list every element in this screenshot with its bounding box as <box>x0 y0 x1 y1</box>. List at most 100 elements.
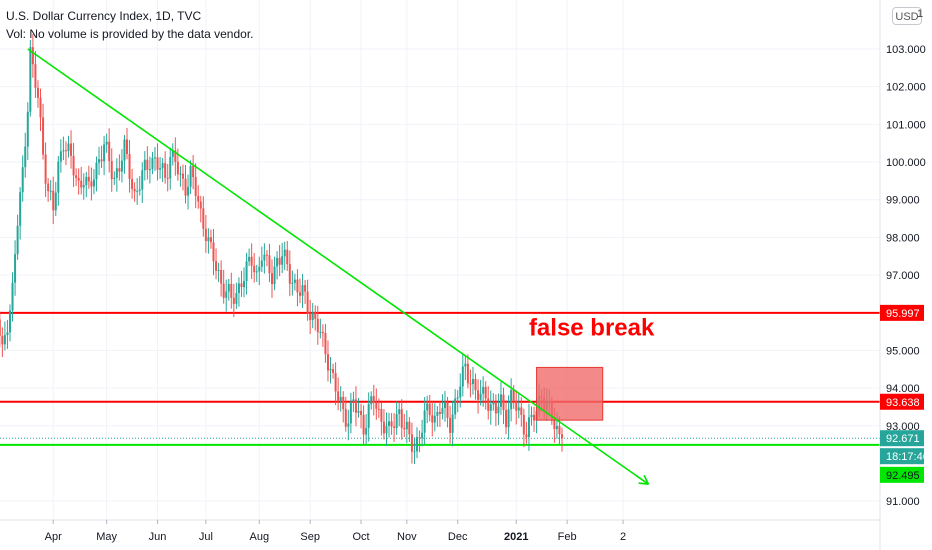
candle-body <box>479 393 482 400</box>
candle-body <box>426 403 429 411</box>
y-tick-label: 93.000 <box>886 421 920 433</box>
candle-body <box>512 390 515 402</box>
candle-body <box>92 179 95 187</box>
candle-body <box>31 47 34 65</box>
candle-body <box>14 254 17 283</box>
candle-body <box>260 260 263 267</box>
candle-body <box>558 426 561 435</box>
upper-line-price-label: 95.997 <box>886 308 920 320</box>
candle-body <box>209 237 212 243</box>
candle-body <box>207 237 210 242</box>
candle-body <box>449 417 452 433</box>
candle-body <box>197 195 200 202</box>
candle-body <box>365 427 368 435</box>
candle-body <box>380 409 383 422</box>
candle-body <box>428 403 431 416</box>
candle-body <box>159 168 162 170</box>
candle-body <box>487 398 490 411</box>
y-tick-label: 98.000 <box>886 232 920 244</box>
candle-body <box>337 391 340 401</box>
candle-body <box>113 177 116 180</box>
candle-body <box>423 410 426 433</box>
candle-body <box>24 146 27 168</box>
candle-body <box>339 396 342 401</box>
candle-body <box>291 282 294 284</box>
candle-body <box>324 333 327 355</box>
candle-body <box>171 150 174 158</box>
candle-body <box>19 192 22 226</box>
candle-body <box>276 257 279 267</box>
candle-body <box>72 155 75 176</box>
candle-body <box>326 354 329 371</box>
candle-body <box>187 186 190 196</box>
candle-body <box>416 437 419 452</box>
candle-body <box>49 190 52 192</box>
currency-button[interactable]: USD <box>892 7 922 25</box>
candle-body <box>237 283 240 294</box>
y-tick-label: 103.000 <box>886 44 926 56</box>
time-axis[interactable]: 3AprMayJunJulAugSepOctNovDec2021Feb2 <box>0 520 626 543</box>
candle-body <box>204 228 207 242</box>
candle-body <box>77 177 80 181</box>
candle-body <box>136 190 139 192</box>
plot-area[interactable] <box>0 0 880 520</box>
candle-body <box>492 402 495 405</box>
candle-body <box>1 335 4 345</box>
candle-body <box>67 143 70 152</box>
candle-body <box>377 408 380 410</box>
candle-body <box>443 402 446 409</box>
candle-body <box>54 192 57 211</box>
candle-body <box>354 399 357 413</box>
arrowhead-a <box>638 482 649 485</box>
candle-body <box>169 157 172 179</box>
lower-line-price-label: 93.638 <box>886 397 920 409</box>
trendline-group[interactable] <box>27 48 650 485</box>
grid-lines <box>0 0 880 520</box>
candle-body <box>273 266 276 285</box>
x-tick-label: 2021 <box>504 531 528 543</box>
candle-body <box>471 378 474 384</box>
candle-body <box>174 150 177 162</box>
candle-body <box>161 163 164 169</box>
candle-body <box>95 162 98 180</box>
false-break-annotation: false break <box>529 314 655 341</box>
candle-body <box>388 421 391 426</box>
candle-body <box>489 404 492 411</box>
y-tick-label: 97.000 <box>886 270 920 282</box>
candle-body <box>215 261 218 271</box>
candle-body <box>176 161 179 175</box>
candle-body <box>408 421 411 435</box>
candle-body <box>403 427 406 430</box>
price-axis[interactable]: 91.000 93.000 94.000 95.000 97.000 98.000 99.0… <box>886 44 926 508</box>
arrowhead-b <box>643 474 650 485</box>
countdown-label: 18:17:46 <box>886 451 929 463</box>
candle-body <box>255 271 258 273</box>
candle-body <box>561 434 564 439</box>
candle-body <box>367 404 370 428</box>
candle-body <box>527 417 530 437</box>
candle-body <box>250 256 253 266</box>
candle-body <box>220 269 223 284</box>
candle-body <box>164 163 167 178</box>
candle-body <box>309 313 312 321</box>
candle-body <box>146 159 149 170</box>
price-axis-top-label: 1 <box>917 8 924 20</box>
candle-body <box>227 283 230 292</box>
y-tick-label: 102.000 <box>886 82 926 94</box>
candle-body <box>75 175 78 178</box>
candle-body <box>82 185 85 188</box>
candle-body <box>510 390 513 410</box>
candle-body <box>253 265 256 273</box>
candle-body <box>438 412 441 414</box>
x-tick-label: Dec <box>448 531 468 543</box>
candle-body <box>281 256 284 265</box>
y-tick-label: 94.000 <box>886 383 920 395</box>
candle-body <box>21 167 24 193</box>
candle-body <box>87 176 90 182</box>
candle-body <box>316 318 319 333</box>
candle-body <box>263 254 266 261</box>
candle-body <box>36 87 39 98</box>
candle-body <box>85 176 88 186</box>
candle-body <box>451 414 454 433</box>
